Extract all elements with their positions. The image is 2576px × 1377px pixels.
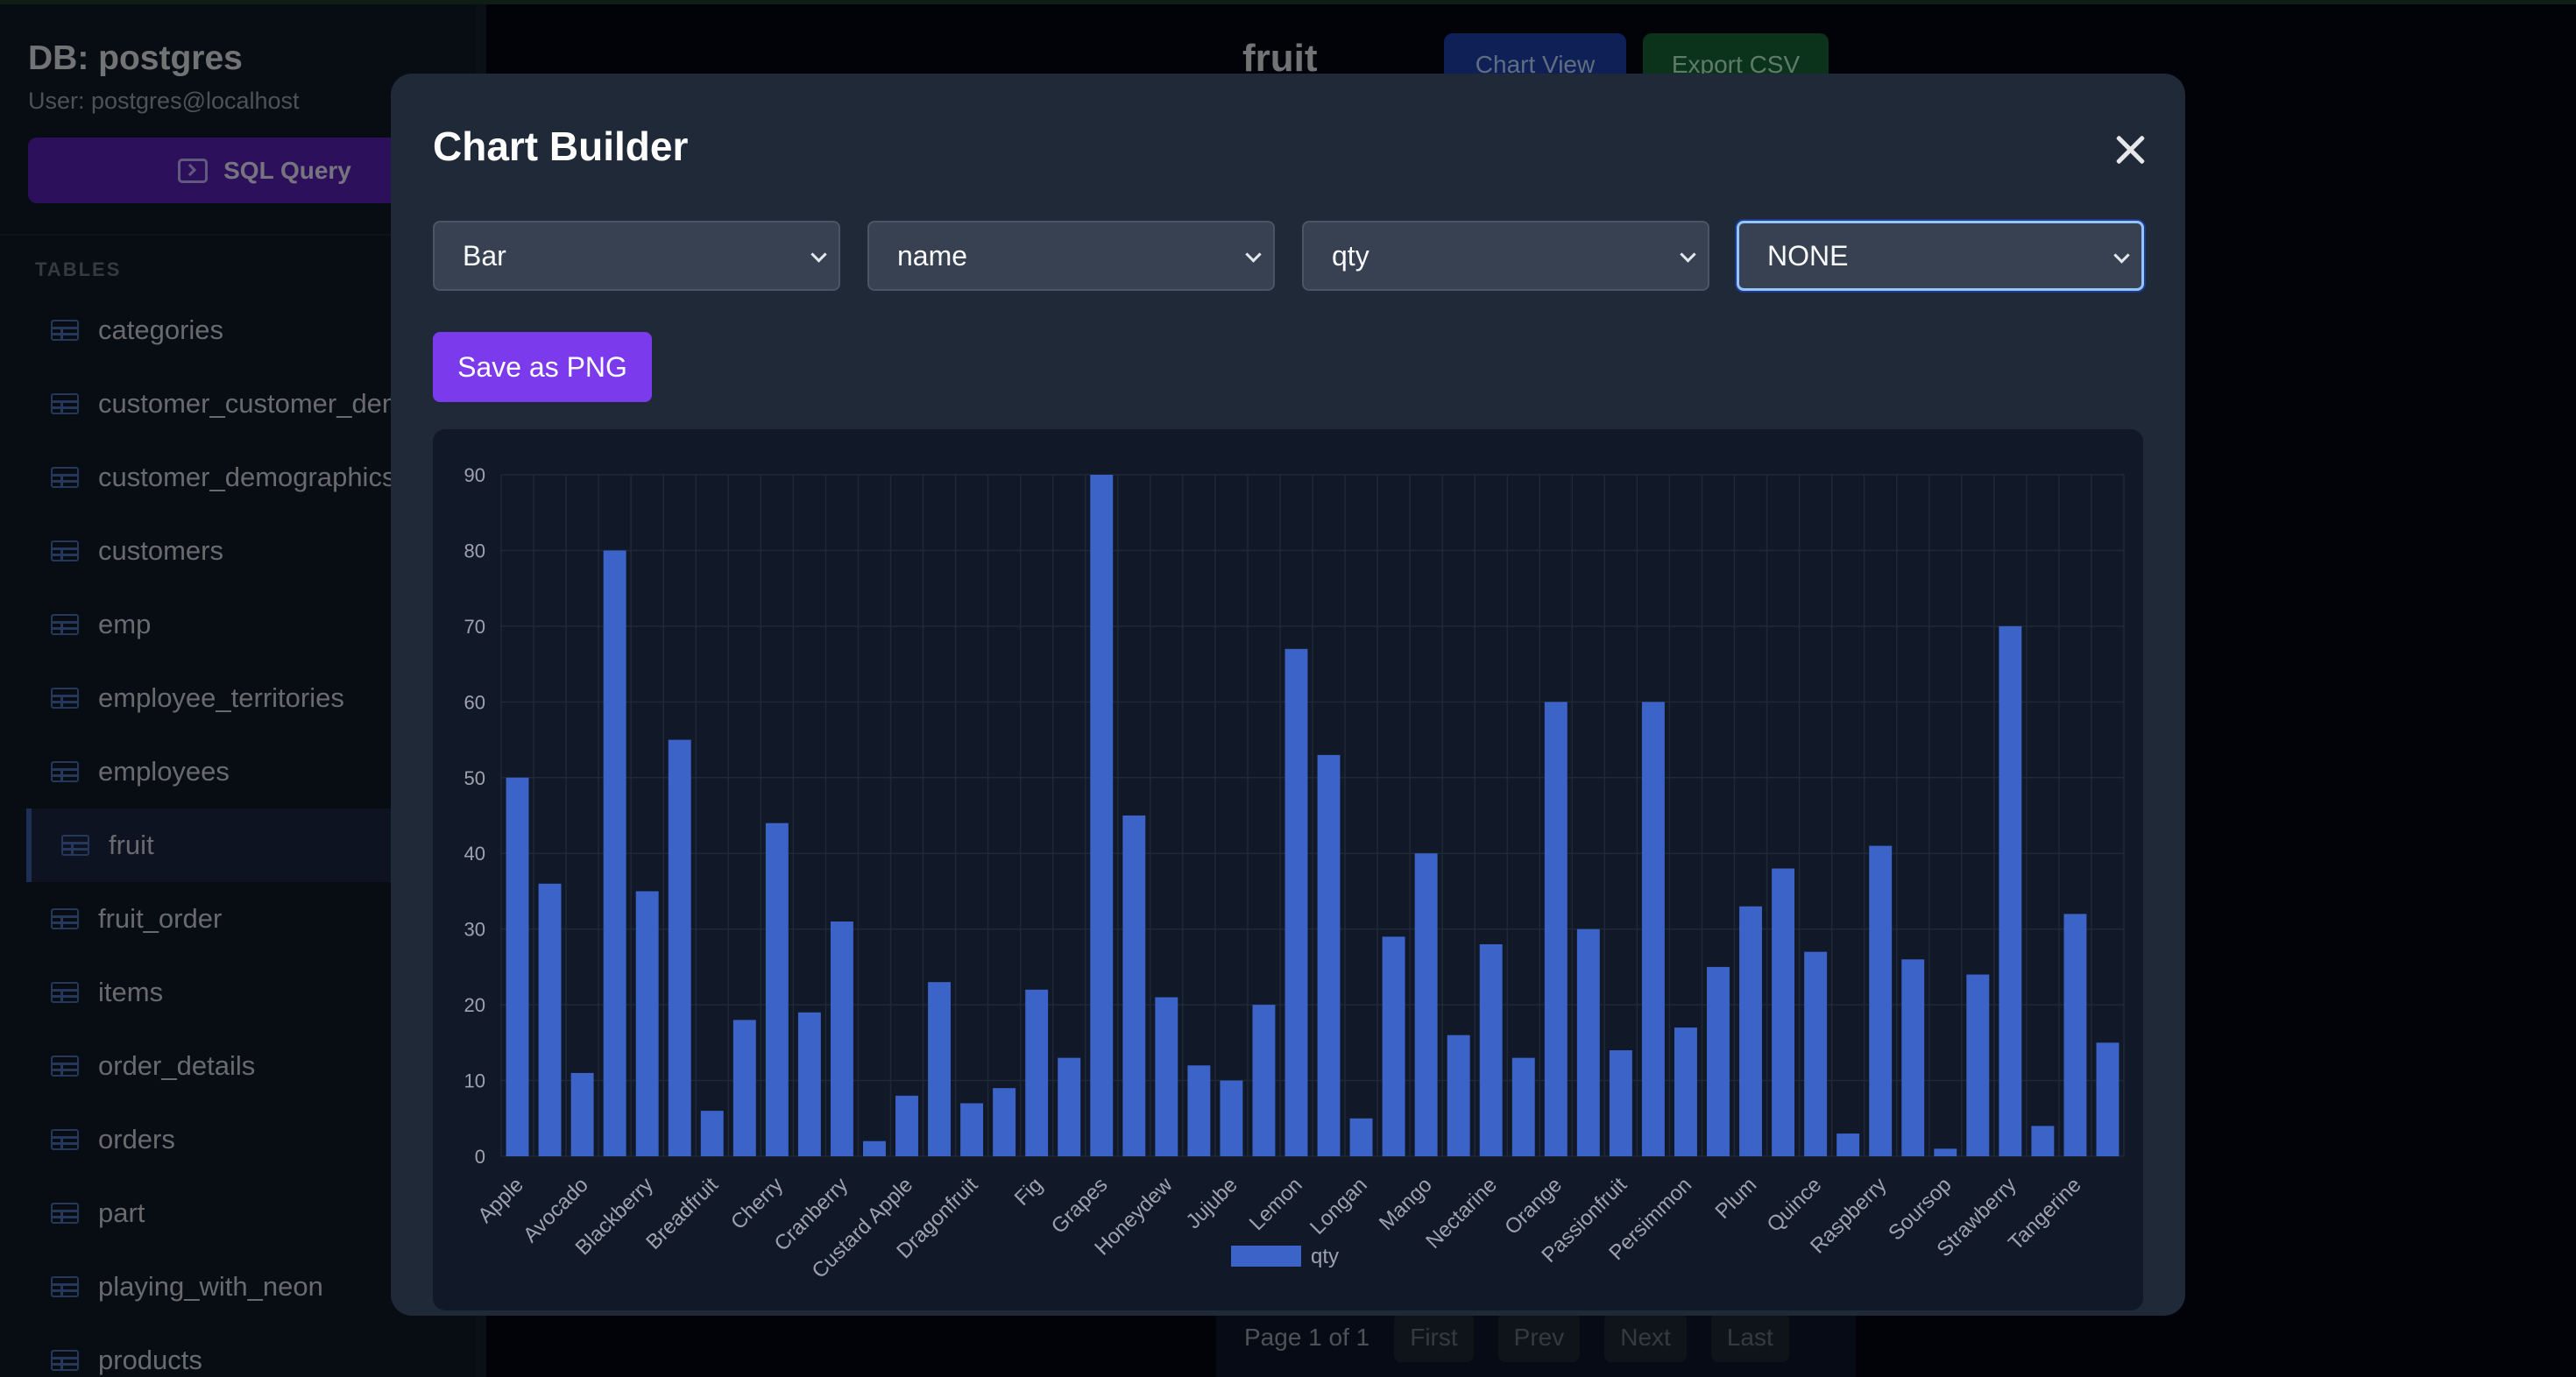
legend-label: qty [1311, 1245, 1339, 1268]
bar-apricot [538, 883, 562, 1156]
bar-nectarine [1479, 943, 1503, 1156]
bar-cantaloupe [732, 1020, 756, 1156]
x-tick-label: Cherry [726, 1173, 788, 1234]
bar-peach [1641, 702, 1665, 1156]
save-png-button[interactable]: Save as PNG [433, 332, 652, 402]
bar-plum [1739, 906, 1763, 1156]
x-tick-label: Breadfruit [641, 1173, 723, 1254]
y-tick-label: 10 [464, 1070, 485, 1092]
x-field-value: name [897, 239, 968, 272]
bar-fig [1025, 989, 1049, 1156]
modal-title: Chart Builder [433, 124, 689, 169]
group-by-value: NONE [1767, 239, 1849, 272]
bar-blackberry [635, 891, 659, 1156]
bar-kiwi [1252, 1005, 1276, 1156]
bar-coconut [797, 1012, 821, 1156]
chart-type-value: Bar [463, 239, 506, 272]
bar-pineapple [1707, 966, 1730, 1156]
bar-starfruit [1966, 974, 1990, 1156]
bar-mango [1414, 853, 1438, 1156]
bar-raspberry [1869, 845, 1893, 1156]
bar-jujube [1220, 1080, 1243, 1156]
chevron-down-icon [810, 246, 827, 263]
y-tick-label: 80 [464, 540, 485, 561]
bar-lychee [1382, 936, 1405, 1156]
bar-watermelon [2096, 1042, 2120, 1156]
bar-blueberry [668, 739, 691, 1156]
y-field-value: qty [1332, 239, 1369, 272]
chevron-down-icon [2113, 247, 2130, 264]
bar-cranberry [830, 922, 853, 1156]
y-tick-label: 40 [464, 843, 485, 865]
bar-lemon [1284, 648, 1308, 1156]
bar-durian [993, 1088, 1016, 1156]
bar-quince [1804, 951, 1828, 1156]
bar-breadfruit [700, 1111, 724, 1156]
y-field-select[interactable]: qty [1302, 221, 1709, 291]
bar-guava [1122, 816, 1146, 1156]
chart-type-select[interactable]: Bar [433, 221, 840, 291]
bar-gooseberry [1058, 1057, 1081, 1156]
x-tick-label: Orange [1500, 1173, 1567, 1239]
bar-strawberry [1999, 625, 2022, 1156]
x-tick-label: Fig [1010, 1173, 1048, 1211]
y-tick-label: 20 [464, 994, 485, 1016]
bar-persimmon [1674, 1027, 1697, 1156]
bar-banana [603, 550, 626, 1156]
y-tick-label: 0 [475, 1146, 485, 1168]
bar-rambutan [1836, 1133, 1860, 1156]
bar-tangerine [2063, 914, 2087, 1156]
chart-builder-modal: Chart Builder Bar name qty NONE Save as … [391, 74, 2185, 1316]
bar-honeydew [1155, 997, 1178, 1156]
x-tick-label: Nectarine [1421, 1173, 1502, 1253]
bar-longan [1349, 1118, 1373, 1156]
x-tick-label: Lemon [1245, 1173, 1307, 1235]
bar-chart: 0102030405060708090AppleAvocadoBlackberr… [464, 464, 2125, 1283]
bar-custard-apple [895, 1095, 918, 1156]
bar-tamarind [2031, 1126, 2055, 1156]
legend-swatch [1231, 1246, 1301, 1267]
y-tick-label: 90 [464, 464, 485, 486]
chevron-down-icon [1245, 246, 1262, 263]
x-tick-label: Jujube [1182, 1173, 1242, 1233]
bar-cherry [765, 823, 789, 1156]
bar-lime [1317, 754, 1341, 1156]
bar-redcurrant [1901, 959, 1925, 1156]
chart-panel: 0 10 20 30 40 50 60 70 80 90 Apple Avocado Blackberr… [433, 429, 2143, 1310]
bar-soursop [1934, 1148, 1957, 1156]
x-tick-label: Longan [1306, 1173, 1372, 1239]
bar-currant [862, 1140, 886, 1156]
bar-avocado [570, 1072, 594, 1156]
y-tick-label: 30 [464, 919, 485, 941]
chevron-down-icon [1680, 246, 1696, 263]
bar-passionfruit [1609, 1049, 1632, 1156]
x-tick-label: Apple [473, 1173, 528, 1228]
x-tick-label: Plum [1711, 1173, 1762, 1224]
bar-jackfruit [1187, 1065, 1211, 1156]
bar-pomegranate [1772, 868, 1795, 1156]
y-tick-label: 70 [464, 616, 485, 638]
x-field-select[interactable]: name [867, 221, 1275, 291]
group-by-select[interactable]: NONE [1737, 221, 2144, 291]
y-tick-label: 60 [464, 691, 485, 713]
bar-papaya [1576, 929, 1600, 1156]
x-tick-label: Grapes [1047, 1173, 1113, 1239]
bar-date [928, 982, 952, 1156]
x-tick-label: Quince [1762, 1173, 1826, 1237]
bar-olive [1511, 1057, 1535, 1156]
bar-apple [506, 777, 529, 1156]
close-icon[interactable] [2108, 128, 2152, 172]
bar-dragonfruit [960, 1103, 984, 1156]
x-tick-label: Mango [1375, 1173, 1437, 1235]
bar-grapes [1090, 475, 1114, 1156]
bar-orange [1544, 702, 1568, 1156]
bar-mulberry [1447, 1035, 1470, 1156]
y-tick-label: 50 [464, 767, 485, 789]
